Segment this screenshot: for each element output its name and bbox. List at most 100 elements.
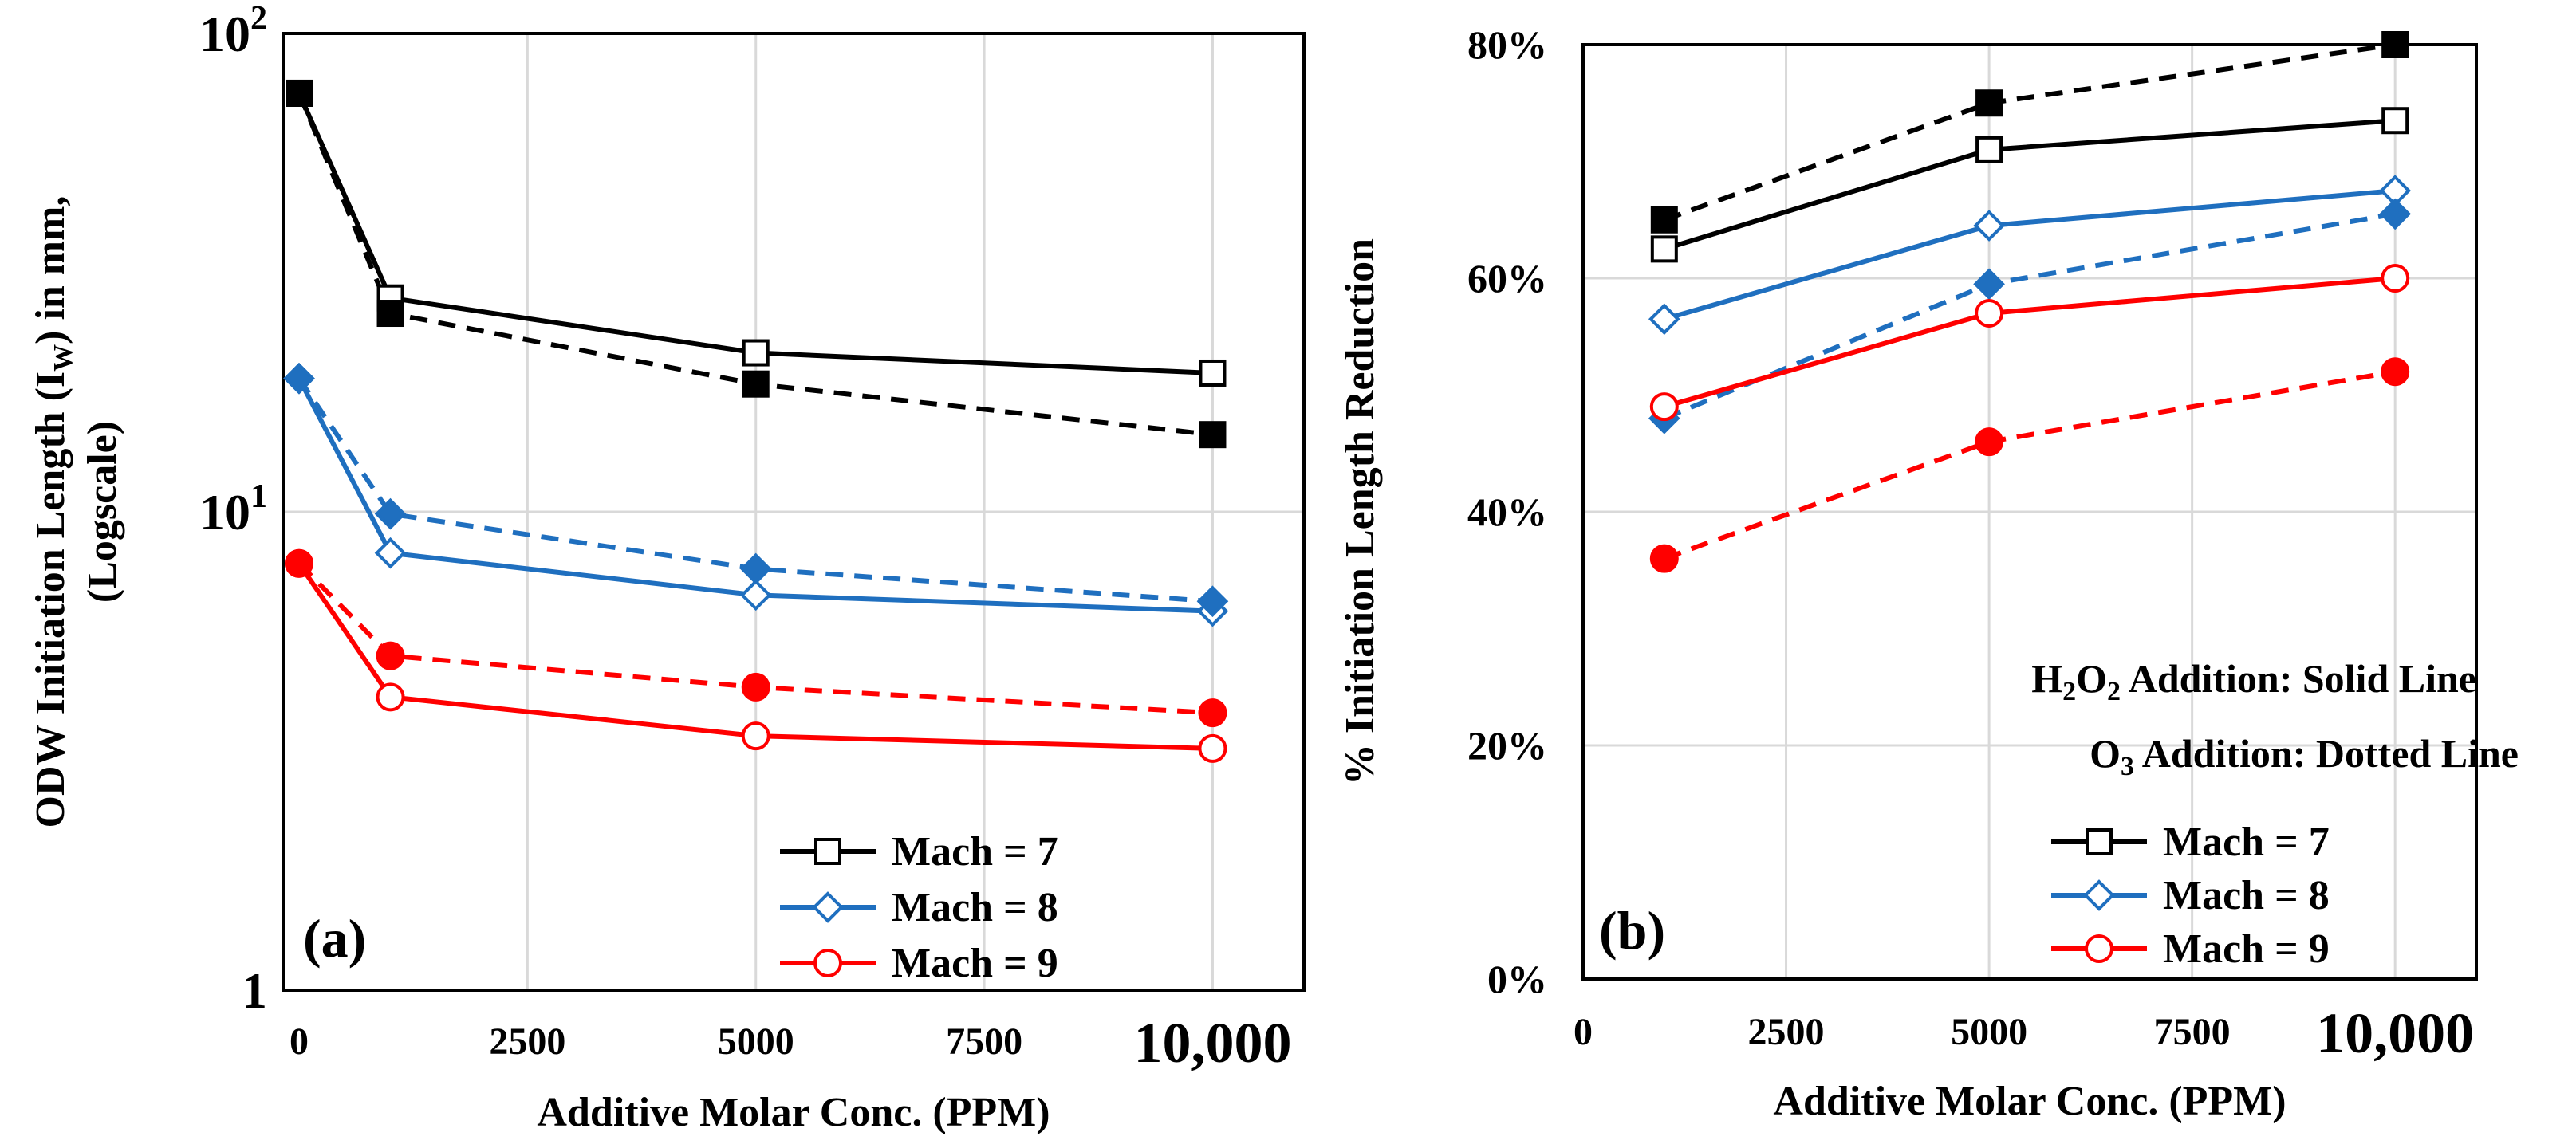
panel-b-data-point xyxy=(1648,303,1680,336)
panel-b-data-point xyxy=(2379,198,2412,230)
panel-a-x-tick-label: 2500 xyxy=(489,1020,565,1063)
panel-b-data-point xyxy=(1650,206,1678,234)
panel-b-series-line-1 xyxy=(1663,42,2396,222)
panel-b-data-point xyxy=(2381,31,2409,58)
panel-a-data-point xyxy=(1199,421,1227,449)
panel-a-y-ticks: 102 101 1 xyxy=(199,0,267,1019)
panel-b-data-point xyxy=(1650,235,1678,263)
panel-b-plot-frame xyxy=(1581,43,2478,981)
panel-a-y-tick-label: 102 xyxy=(199,0,267,62)
panel-b-x-ticks: 0 2500 5000 7500 10,000 xyxy=(1574,1001,2474,1065)
panel-b-x-tick-label: 5000 xyxy=(1951,1011,2027,1053)
panel-b-annotation-o3: O3 Addition: Dotted Line xyxy=(2090,731,2519,781)
panel-a-x-ticks: 0 2500 5000 7500 10,000 xyxy=(290,1011,1291,1075)
panel-a-series-line-4 xyxy=(297,562,1213,751)
panel-b-x-tick-label: 7500 xyxy=(2154,1011,2231,1053)
panel-b-series-line-4 xyxy=(1663,276,2396,410)
panel-b-legend-label: Mach = 7 xyxy=(2163,820,2330,865)
panel-b-data-point xyxy=(1975,136,2003,163)
panel-b-data-point xyxy=(2381,264,2410,293)
panel-a-x-axis-label: Additive Molar Conc. (PPM) xyxy=(537,1090,1050,1135)
panel-a-data-point xyxy=(742,370,770,398)
panel-a-data-point xyxy=(374,537,407,569)
panel-b-y-tick-label: 80% xyxy=(1467,22,1547,67)
panel-b-data-point xyxy=(1975,427,2004,457)
panel-a-legend-marker xyxy=(812,891,844,923)
panel-a-data-point xyxy=(286,79,313,107)
panel-b-series-line-5 xyxy=(1663,369,2396,561)
panel-a-y-axis-label: ODW Initiation Length (IW) in mm, xyxy=(28,196,78,828)
panel-b-x-tick-label: 10,000 xyxy=(2316,1001,2474,1065)
panel-a-data-point xyxy=(1196,585,1229,618)
panel-b-series-line-0 xyxy=(1663,118,2396,252)
panel-a-legend-marker xyxy=(814,838,841,865)
panel-b-data-point xyxy=(1975,298,2004,328)
panel-b-label: (b) xyxy=(1599,900,1665,961)
panel-a-y-axis-label-line2: (Logscale) xyxy=(80,421,125,603)
panel-a-label: (a) xyxy=(303,908,366,969)
panel-a-data-point xyxy=(285,548,313,578)
panel-b-series xyxy=(1648,31,2412,573)
panel-a-data-point xyxy=(741,672,770,702)
panel-a-legend: Mach = 7 Mach = 8 Mach = 9 xyxy=(780,829,1058,986)
panel-b-legend-label: Mach = 8 xyxy=(2163,873,2330,918)
panel-b-grid xyxy=(1583,43,2476,981)
panel-b-x-tick-label: 0 xyxy=(1574,1011,1593,1053)
panel-a-grid xyxy=(283,32,1304,992)
panel-b-data-point xyxy=(2381,107,2409,135)
panel-b-x-axis-label: Additive Molar Conc. (PPM) xyxy=(1773,1079,2286,1124)
panel-a-series-line-5 xyxy=(297,561,1213,716)
panel-a-legend-marker xyxy=(813,949,842,977)
panel-a-series-line-3 xyxy=(297,377,1213,604)
panel-a-data-point xyxy=(741,721,770,751)
panel-b-y-axis-label: % Initiation Length Reduction xyxy=(1337,238,1383,785)
panel-a-x-tick-label: 10,000 xyxy=(1133,1011,1291,1075)
panel-b-y-tick-label: 20% xyxy=(1467,723,1547,768)
panel-b-legend-marker xyxy=(2083,879,2115,911)
panel-b-y-tick-label: 0% xyxy=(1487,957,1547,1001)
panel-a-series-line-1 xyxy=(297,92,1213,438)
panel-b-series-line-2 xyxy=(1663,188,2396,322)
panel-b-x-tick-label: 2500 xyxy=(1748,1011,1825,1053)
panel-b-data-point xyxy=(1973,210,2005,242)
panel-a-legend-label: Mach = 7 xyxy=(892,829,1058,875)
panel-b-data-point xyxy=(1975,89,2003,117)
panel-b-data-point xyxy=(1973,268,2005,301)
panel-a-data-point xyxy=(739,552,772,585)
panel-b-y-tick-label: 40% xyxy=(1467,489,1547,534)
panel-b-annotation-h2o2: H2O2 Addition: Solid Line xyxy=(2031,656,2476,706)
panel-b-legend-marker xyxy=(2085,934,2113,963)
panel-a-data-point xyxy=(742,339,770,367)
panel-a-legend-label: Mach = 8 xyxy=(892,885,1058,930)
panel-a-data-point xyxy=(376,641,405,670)
panel-b-data-point xyxy=(1649,392,1679,422)
panel-b-data-point xyxy=(2381,357,2410,387)
panel-a-data-point xyxy=(1199,359,1227,387)
panel-a-plot-frame xyxy=(282,32,1306,992)
panel-b-legend: Mach = 7 Mach = 8 Mach = 9 xyxy=(2051,820,2330,972)
panel-b-chart: 0 2500 5000 7500 10,000 0% 20% 40% 60% 80% Addit… xyxy=(1337,22,2519,1124)
panel-a-y-tick-label: 101 xyxy=(199,478,267,541)
panel-a-x-tick-label: 5000 xyxy=(718,1020,794,1063)
panel-a-data-point xyxy=(376,682,405,712)
panel-a-x-tick-label: 0 xyxy=(290,1020,309,1063)
panel-b-data-point xyxy=(1649,544,1679,573)
panel-b-series-line-3 xyxy=(1663,211,2396,421)
panel-a-y-tick-label: 1 xyxy=(242,962,267,1019)
panel-a-data-point xyxy=(374,497,407,530)
panel-a-legend-label: Mach = 9 xyxy=(892,941,1058,986)
panel-a-series xyxy=(283,79,1229,763)
panel-a-x-tick-label: 7500 xyxy=(946,1020,1022,1063)
panel-a-data-point xyxy=(1198,698,1227,728)
panel-b-legend-label: Mach = 9 xyxy=(2163,926,2330,972)
panel-a-data-point xyxy=(376,300,404,328)
panel-b-y-tick-label: 60% xyxy=(1467,256,1547,301)
panel-b-y-ticks: 0% 20% 40% 60% 80% xyxy=(1467,22,1547,1001)
panel-a-data-point xyxy=(1198,733,1227,763)
panel-a-series-line-0 xyxy=(297,92,1213,375)
panel-a-data-point xyxy=(283,362,315,395)
panel-a-chart: 0 2500 5000 7500 10,000 102 101 1 Additive Mol… xyxy=(28,0,1306,1135)
panel-b-legend-marker xyxy=(2086,828,2113,855)
panel-a-series-line-2 xyxy=(297,377,1213,614)
